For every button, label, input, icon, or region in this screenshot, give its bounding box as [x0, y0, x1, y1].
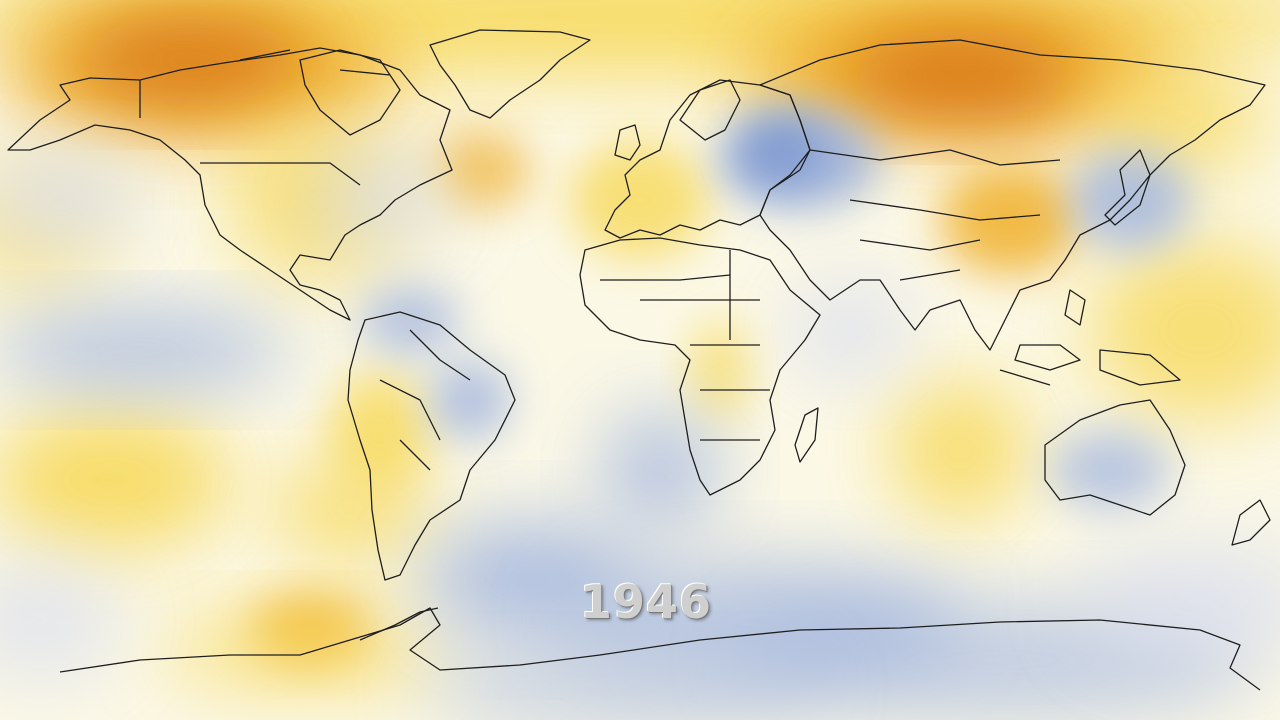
anomaly-region — [0, 150, 140, 250]
south-america-borders — [379, 329, 471, 471]
canada-us-border — [200, 162, 361, 186]
greenland-outline — [429, 29, 591, 119]
anomaly-region — [420, 650, 820, 720]
new-zealand-outline — [1231, 499, 1271, 546]
australia-outline — [1044, 399, 1186, 516]
anomaly-region — [940, 165, 1080, 275]
anomaly-region — [1090, 70, 1270, 170]
anomaly-region — [160, 610, 440, 690]
africa-outline — [579, 237, 821, 496]
anomaly-region — [270, 460, 430, 560]
anomaly-region — [735, 115, 825, 185]
anomaly-region — [1050, 430, 1170, 510]
anomaly-region — [890, 380, 1030, 520]
anomaly-region — [430, 130, 530, 210]
anomaly-region — [840, 30, 1080, 120]
anomaly-region — [1090, 240, 1280, 420]
anomaly-region — [1080, 540, 1280, 660]
africa-borders — [600, 250, 770, 441]
anomaly-region — [0, 410, 230, 550]
anomaly-region — [430, 360, 510, 440]
coastlines — [7, 29, 1271, 691]
north-america-outline — [7, 47, 453, 321]
scandinavia-outline — [679, 79, 741, 141]
southeast-asia-islands — [999, 289, 1181, 386]
year-label: 1946 — [580, 575, 713, 629]
anomaly-region — [570, 140, 710, 260]
asia-borders — [809, 149, 1061, 281]
anomaly-region — [310, 150, 450, 250]
antarctic-peninsula — [359, 607, 439, 641]
uk-outline — [614, 124, 641, 161]
anomaly-region — [360, 285, 460, 355]
anomaly-region — [0, 560, 120, 680]
anomaly-region — [600, 410, 720, 530]
anomaly-region — [690, 320, 750, 420]
madagascar-outline — [794, 407, 819, 463]
japan-outline — [1104, 149, 1151, 226]
asia-outline — [759, 39, 1266, 351]
anomaly-region — [790, 280, 910, 380]
antarctica-outline — [59, 607, 1261, 691]
south-america-outline — [347, 311, 516, 581]
anomaly-region — [70, 15, 310, 105]
anomaly-region — [330, 370, 430, 490]
arctic-islands — [239, 49, 401, 136]
anomaly-region — [0, 310, 290, 390]
